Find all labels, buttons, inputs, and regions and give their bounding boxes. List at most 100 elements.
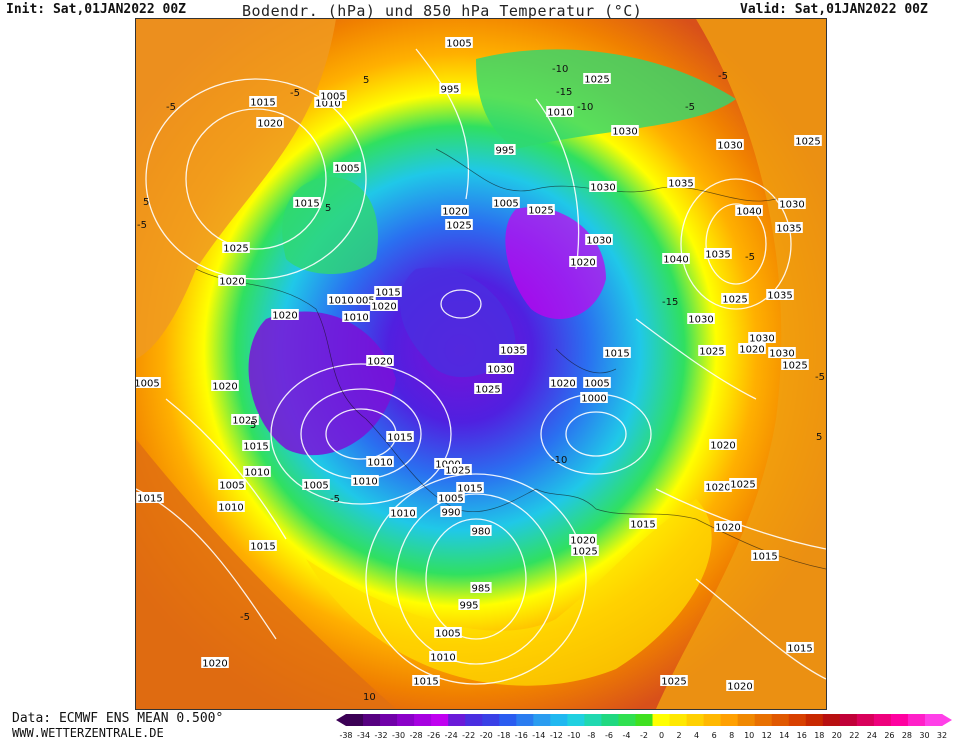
legend-tick-label: -32 <box>375 731 388 740</box>
isobar-label-bg <box>721 293 749 304</box>
data-source: Data: ECMWF ENS MEAN 0.500° <box>12 711 224 726</box>
legend-tick-label: 0 <box>659 731 664 740</box>
temperature-label: -10 <box>552 64 568 75</box>
legend-tick-label: -12 <box>550 731 563 740</box>
isobar-label-bg <box>342 311 370 322</box>
isobar-label: 1025 <box>475 385 500 396</box>
isobar-label: 1020 <box>727 682 752 693</box>
isobar-label-bg <box>709 439 737 450</box>
legend-tick-label: 14 <box>779 731 789 740</box>
isobar-label: 1005 <box>334 164 359 175</box>
legend-color-cell <box>567 714 585 726</box>
legend-color-cell <box>584 714 602 726</box>
isobar-label: 1020 <box>219 277 244 288</box>
temperature-label: -15 <box>662 297 678 308</box>
isobar-label-bg <box>499 344 527 355</box>
temperature-label: -10 <box>551 455 567 466</box>
isobar-label: 1020 <box>570 536 595 547</box>
legend-tick-label: -10 <box>567 731 580 740</box>
isobar-label: 1005 <box>320 92 345 103</box>
isobar-label-bg <box>441 205 469 216</box>
temperature-label: -5 <box>718 71 728 82</box>
temperature-labels: -5 -5 -10 5 -15 -10 -5 -5 5 -5 5 -5 -15 -5 5 -10 5 -5 10 -5 <box>137 64 825 703</box>
legend-tick-label: 30 <box>919 731 929 740</box>
valid-time: Valid: Sat,01JAN2022 00Z <box>740 2 928 17</box>
temperature-label: -5 <box>137 220 147 231</box>
isobar-label-bg <box>527 204 555 215</box>
temperature-label: -5 <box>330 494 340 505</box>
isobar-label-bg <box>704 481 732 492</box>
isobar-label: 1015 <box>787 644 812 655</box>
isobar-label: 1025 <box>572 547 597 558</box>
temperature-label: 10 <box>363 692 376 703</box>
legend-color-cell <box>380 714 398 726</box>
website-link[interactable]: WWW.WETTERZENTRALE.DE <box>12 726 164 740</box>
isobar-label: 1020 <box>202 659 227 670</box>
yellow-band-south <box>306 499 712 686</box>
legend-tick-label: 18 <box>814 731 824 740</box>
isobar-label-bg <box>218 275 246 286</box>
isobar-label: 1015 <box>457 484 482 495</box>
legend-color-cell <box>907 714 926 726</box>
isobar-label: 1025 <box>722 295 747 306</box>
isobar-label: 1025 <box>795 137 820 148</box>
isobar-label: 1020 <box>550 379 575 390</box>
isobar-label: 1015 <box>413 677 438 688</box>
isobar-label-bg <box>589 181 617 192</box>
isobar-label: 1025 <box>528 206 553 217</box>
isobar-label-bg <box>714 521 742 532</box>
isobar-label-bg <box>434 458 462 469</box>
isobar-label: 1020 <box>367 357 392 368</box>
legend-color-cell <box>703 714 722 726</box>
isobar-label: 1020 <box>710 441 735 452</box>
legend-color-cell <box>397 714 415 726</box>
legend-color-cell <box>465 714 483 726</box>
isobar-label: 1035 <box>500 346 525 357</box>
isobar-label-bg <box>698 345 726 356</box>
warm-region-southwest <box>136 439 396 709</box>
legend-color-cell <box>482 714 500 726</box>
isobar-label: 1020 <box>212 382 237 393</box>
isobar-label-bg <box>687 313 715 324</box>
isobar-label-bg <box>351 475 379 486</box>
isobar-label-bg <box>603 347 631 358</box>
isobar-label: 1015 <box>294 199 319 210</box>
isobar-label-bg <box>271 309 299 320</box>
isobar-label-bg <box>136 377 161 388</box>
temperature-label: 5 <box>250 420 256 431</box>
isobar-label: 1025 <box>584 75 609 86</box>
isobar-label: 1015 <box>752 552 777 563</box>
isobar-label-bg <box>768 347 796 358</box>
isobar-label: 1015 <box>375 288 400 299</box>
isobar-label-bg <box>766 289 794 300</box>
warm-region-east <box>656 19 826 709</box>
isobar-label-bg <box>217 501 245 512</box>
isobar-label: 1035 <box>668 179 693 190</box>
isobar-label: 1005 <box>438 494 463 505</box>
isobar-label: 1005 <box>349 296 374 307</box>
weather-map[interactable]: 1005 1015 1010 1005 995 1025 1010 1020 1030 1030 1… <box>135 18 827 710</box>
isobar-label: 1025 <box>223 244 248 255</box>
isobar-label-bg <box>440 506 462 517</box>
isobar-label-bg <box>445 37 473 48</box>
isobar-label-bg <box>249 96 277 107</box>
legend-tick-label: 12 <box>762 731 772 740</box>
isobar-label: 1010 <box>352 477 377 488</box>
isobar-label-bg <box>218 479 246 490</box>
isobar-label: 1015 <box>250 98 275 109</box>
legend-color-cell <box>652 714 671 726</box>
temperature-label: 5 <box>816 432 822 443</box>
isobar-label-bg <box>494 144 516 155</box>
temperature-label: -5 <box>685 102 695 113</box>
temperature-label: 5 <box>143 197 149 208</box>
isobar-label-bg <box>751 550 779 561</box>
isobar-label-bg <box>583 377 611 388</box>
cold-core-central <box>399 267 516 378</box>
legend-color-cell <box>533 714 551 726</box>
isobar-lines <box>136 48 826 685</box>
isobar-label-bg <box>327 294 355 305</box>
legend-tick-label: 4 <box>694 731 699 740</box>
isobar-label-bg <box>629 518 657 529</box>
isobar-label: 1025 <box>446 221 471 232</box>
